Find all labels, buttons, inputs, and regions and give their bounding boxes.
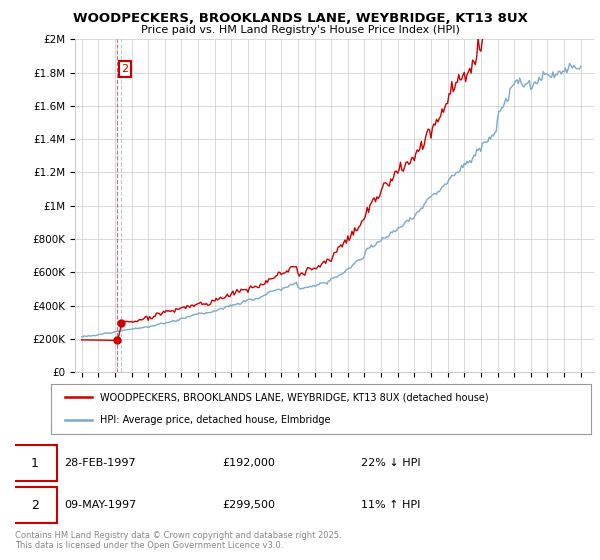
Text: 1: 1 [31, 457, 38, 470]
Text: 2: 2 [31, 499, 38, 512]
Text: HPI: Average price, detached house, Elmbridge: HPI: Average price, detached house, Elmb… [100, 416, 330, 426]
Text: 28-FEB-1997: 28-FEB-1997 [64, 459, 136, 468]
Text: Price paid vs. HM Land Registry's House Price Index (HPI): Price paid vs. HM Land Registry's House … [140, 25, 460, 35]
Text: 2: 2 [121, 64, 128, 74]
Text: 11% ↑ HPI: 11% ↑ HPI [361, 501, 420, 510]
Text: £299,500: £299,500 [223, 501, 275, 510]
Text: 22% ↓ HPI: 22% ↓ HPI [361, 459, 420, 468]
Text: WOODPECKERS, BROOKLANDS LANE, WEYBRIDGE, KT13 8UX: WOODPECKERS, BROOKLANDS LANE, WEYBRIDGE,… [73, 12, 527, 25]
Text: WOODPECKERS, BROOKLANDS LANE, WEYBRIDGE, KT13 8UX (detached house): WOODPECKERS, BROOKLANDS LANE, WEYBRIDGE,… [100, 392, 488, 402]
Text: 09-MAY-1997: 09-MAY-1997 [64, 501, 136, 510]
Text: Contains HM Land Registry data © Crown copyright and database right 2025.
This d: Contains HM Land Registry data © Crown c… [15, 531, 341, 550]
FancyBboxPatch shape [12, 445, 57, 482]
FancyBboxPatch shape [12, 487, 57, 524]
Text: £192,000: £192,000 [223, 459, 275, 468]
